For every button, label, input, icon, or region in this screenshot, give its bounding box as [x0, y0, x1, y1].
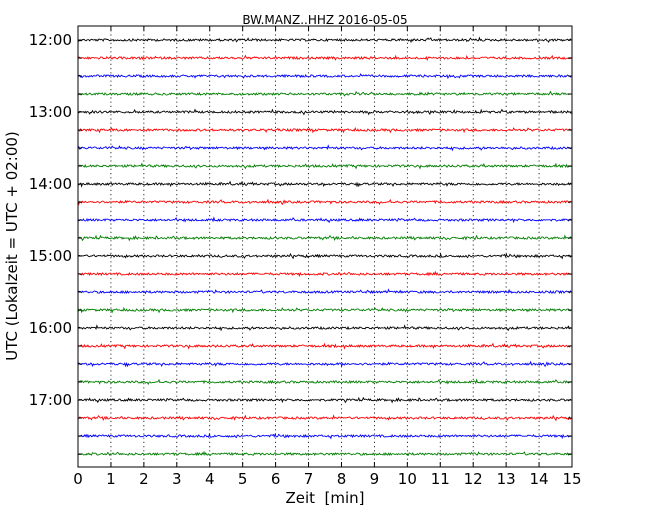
- seismic-trace: [77, 180, 572, 188]
- seismic-trace: [77, 108, 572, 116]
- x-tick-label: 13: [497, 470, 516, 488]
- seismic-trace: [77, 288, 572, 295]
- seismic-trace: [77, 450, 572, 457]
- x-tick-label: 15: [562, 470, 581, 488]
- chart-title: BW.MANZ..HHZ 2016-05-05: [242, 13, 407, 27]
- seismic-trace: [77, 144, 572, 152]
- x-axis-label: Zeit [min]: [285, 489, 364, 507]
- seismic-trace: [77, 252, 572, 260]
- x-tick-label: 6: [271, 470, 281, 488]
- seismic-trace: [77, 432, 572, 440]
- y-tick-label: 13:00: [29, 103, 72, 121]
- y-tick-label: 16:00: [29, 319, 72, 337]
- trace-group: [77, 36, 572, 457]
- x-tick-label: 3: [172, 470, 182, 488]
- x-tick-label: 1: [106, 470, 116, 488]
- seismic-trace: [77, 270, 572, 278]
- x-tick-label: 2: [139, 470, 149, 488]
- x-tick-label: 4: [205, 470, 215, 488]
- seismic-trace: [77, 162, 572, 170]
- x-tick-label: 9: [370, 470, 380, 488]
- seismic-trace: [77, 396, 572, 404]
- y-axis-label: UTC (Lokalzeit = UTC + 02:00): [3, 131, 21, 361]
- seismic-trace: [77, 36, 572, 44]
- seismic-trace: [77, 324, 572, 332]
- seismic-trace: [77, 54, 572, 61]
- y-tick-label: 17:00: [29, 391, 72, 409]
- x-axis-ticks: 0 1 2 3 4 5 6 7 8 9 10 11 12 13 14 15: [73, 26, 582, 488]
- x-tick-label: 8: [337, 470, 347, 488]
- x-tick-label: 10: [398, 470, 417, 488]
- seismic-trace: [77, 342, 572, 350]
- seismic-trace: [77, 378, 572, 386]
- seismic-trace: [77, 414, 572, 422]
- seismic-trace: [77, 216, 572, 224]
- seismic-trace: [77, 198, 572, 206]
- x-tick-label: 0: [73, 470, 83, 488]
- x-tick-label: 5: [238, 470, 248, 488]
- seismic-trace: [77, 306, 572, 314]
- x-tick-label: 14: [530, 470, 549, 488]
- y-tick-label: 15:00: [29, 247, 72, 265]
- seismic-trace: [77, 126, 572, 134]
- seismic-trace: [77, 234, 572, 242]
- y-tick-label: 14:00: [29, 175, 72, 193]
- y-tick-label: 12:00: [29, 31, 72, 49]
- x-tick-label: 11: [431, 470, 450, 488]
- seismic-trace: [77, 73, 572, 80]
- plot-frame: [77, 25, 573, 468]
- x-tick-label: 7: [304, 470, 314, 488]
- seismic-trace: [77, 360, 572, 368]
- seismic-trace: [77, 90, 572, 97]
- y-axis-ticks: 12:00 13:00 14:00 15:00 16:00 17:00: [29, 31, 572, 455]
- x-tick-label: 12: [464, 470, 483, 488]
